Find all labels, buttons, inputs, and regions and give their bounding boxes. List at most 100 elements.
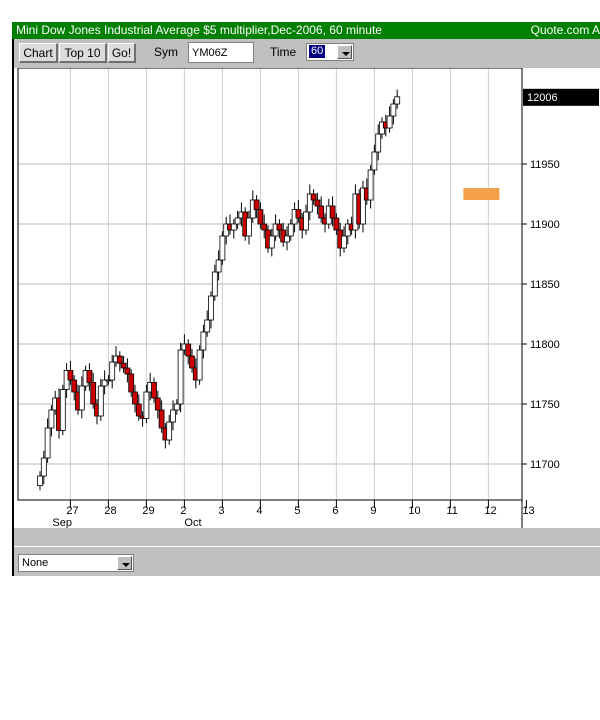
- candle-body: [318, 205, 325, 219]
- candle-body: [166, 421, 173, 441]
- candle-body: [135, 403, 142, 417]
- candle-body: [268, 235, 275, 249]
- x-tick-label: 2: [180, 505, 186, 517]
- candle-body: [375, 133, 382, 153]
- candle-body: [200, 331, 207, 351]
- candle-body: [204, 319, 211, 333]
- candle-body: [37, 475, 43, 487]
- candle-body: [287, 223, 294, 237]
- y-tick-label: 11950: [530, 159, 560, 171]
- candle-body: [59, 389, 66, 431]
- candle-body: [386, 115, 393, 129]
- go-button[interactable]: Go!: [108, 43, 136, 63]
- candle-body: [40, 457, 47, 477]
- price-marker: [463, 188, 500, 200]
- candle-body: [295, 209, 302, 219]
- candle-body: [219, 235, 226, 261]
- candle-body: [132, 391, 138, 405]
- candle-body: [371, 151, 378, 171]
- candle-body: [48, 409, 55, 429]
- candle-body: [143, 391, 150, 419]
- symbol-input[interactable]: [188, 42, 254, 63]
- grid: [18, 68, 522, 500]
- candle-body: [306, 193, 313, 213]
- x-tick-label: 13: [522, 505, 534, 517]
- x-tick-label: 29: [142, 505, 154, 517]
- candle-body: [284, 235, 290, 243]
- candle-body: [208, 295, 214, 321]
- chart-button[interactable]: Chart: [19, 43, 58, 63]
- candle-body: [310, 193, 317, 201]
- candle-body: [177, 349, 184, 405]
- toolbar: Chart Top 10 Go! Sym Time 60: [14, 39, 600, 68]
- status-strip: [14, 528, 600, 546]
- candle-body: [90, 381, 97, 405]
- candle-body: [196, 349, 203, 381]
- x-tick-label: 5: [294, 505, 300, 517]
- title-bar: Mini Dow Jones Industrial Average $5 mul…: [12, 22, 600, 39]
- candles: [37, 89, 500, 491]
- candle-body: [170, 409, 176, 423]
- study-select-value: None: [22, 557, 49, 569]
- x-tick-sublabel: Oct: [184, 517, 201, 528]
- candle-body: [314, 199, 321, 207]
- candle-body: [276, 223, 283, 231]
- candle-body: [105, 379, 112, 382]
- x-tick-sublabel: Sep: [52, 517, 72, 528]
- x-tick-label: 27: [66, 505, 78, 517]
- candle-body: [185, 343, 192, 357]
- candle-body: [329, 205, 336, 219]
- x-tick-label: 3: [218, 505, 224, 517]
- chart-window: [12, 22, 600, 576]
- candle-body: [154, 397, 161, 411]
- candle-body: [71, 379, 78, 393]
- candle-body: [394, 96, 401, 105]
- last-price-box: [523, 88, 599, 106]
- candle-body: [303, 211, 309, 231]
- candle-body: [173, 403, 180, 411]
- x-tick-label: 4: [256, 505, 262, 517]
- candle-body: [116, 355, 123, 364]
- x-tick-label: 12: [484, 505, 496, 517]
- study-select[interactable]: None: [18, 554, 134, 572]
- candle-body: [253, 199, 260, 211]
- time-dropdown-icon[interactable]: [337, 45, 352, 59]
- y-tick-label: 11700: [530, 459, 560, 471]
- candle-body: [246, 217, 252, 237]
- sym-label: Sym: [154, 45, 178, 59]
- candle-body: [367, 169, 374, 201]
- candle-body: [86, 369, 93, 383]
- candle-body: [44, 427, 51, 459]
- candle-body: [128, 373, 135, 393]
- candle-body: [120, 362, 127, 369]
- time-select[interactable]: 60: [306, 43, 354, 61]
- y-tick-label: 11850: [530, 279, 560, 291]
- candle-body: [341, 235, 347, 249]
- candle-body: [211, 271, 218, 297]
- top10-button[interactable]: Top 10: [59, 43, 107, 63]
- candle-body: [151, 381, 157, 399]
- provider-label: Quote.com A: [530, 23, 600, 37]
- candle-body: [234, 217, 241, 225]
- time-value: 60: [309, 45, 326, 58]
- y-tick-label: 11750: [530, 399, 560, 411]
- candle-body: [230, 223, 237, 231]
- x-tick-label: 28: [104, 505, 116, 517]
- candle-body: [97, 385, 104, 417]
- x-tick-label: 6: [332, 505, 338, 517]
- x-tick-label: 10: [408, 505, 420, 517]
- last-price-label: 12006: [527, 92, 558, 104]
- candle-body: [261, 223, 268, 231]
- x-tick-label: 9: [370, 505, 376, 517]
- study-dropdown-icon[interactable]: [117, 556, 132, 570]
- candle-body: [67, 369, 74, 381]
- candle-body: [360, 187, 366, 225]
- y-tick-label: 11800: [530, 339, 560, 351]
- candle-body: [333, 217, 340, 231]
- bottom-bar: None: [14, 546, 600, 576]
- candle-body: [101, 379, 108, 387]
- candle-body: [215, 259, 222, 273]
- chart-background: [14, 68, 600, 528]
